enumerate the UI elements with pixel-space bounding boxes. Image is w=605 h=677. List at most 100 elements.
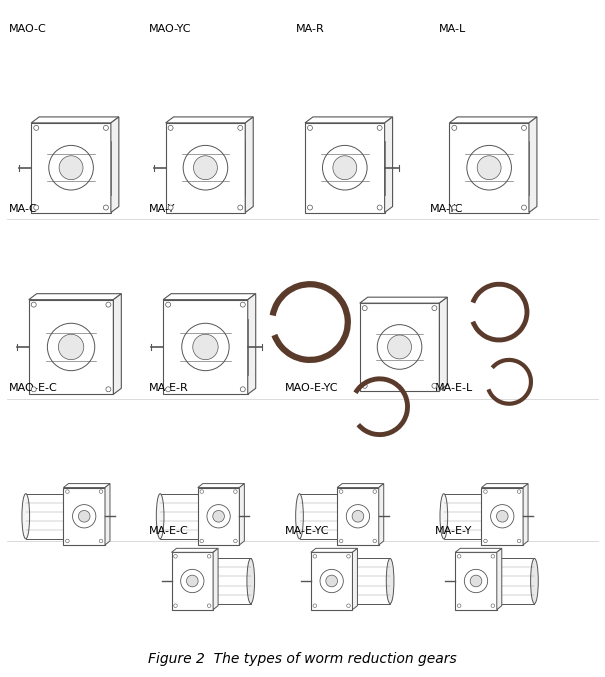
Polygon shape xyxy=(64,483,110,487)
Text: MA-Y: MA-Y xyxy=(149,204,175,213)
Bar xyxy=(200,559,250,604)
Polygon shape xyxy=(497,548,502,610)
Polygon shape xyxy=(450,117,537,123)
Circle shape xyxy=(388,335,411,359)
FancyBboxPatch shape xyxy=(311,552,353,610)
Circle shape xyxy=(362,305,367,311)
Circle shape xyxy=(352,510,364,522)
Bar xyxy=(444,494,495,539)
Polygon shape xyxy=(171,548,218,552)
Circle shape xyxy=(31,387,36,392)
Circle shape xyxy=(483,489,487,494)
Circle shape xyxy=(47,323,95,371)
Ellipse shape xyxy=(386,559,394,604)
Circle shape xyxy=(103,205,108,210)
Text: MA-L: MA-L xyxy=(439,24,466,35)
Circle shape xyxy=(467,146,511,190)
Bar xyxy=(26,494,77,539)
Circle shape xyxy=(373,539,376,543)
Circle shape xyxy=(362,383,367,389)
Circle shape xyxy=(200,539,203,543)
Polygon shape xyxy=(311,548,358,552)
Bar xyxy=(299,494,351,539)
Polygon shape xyxy=(455,548,502,552)
Text: MA-E-YC: MA-E-YC xyxy=(285,526,330,536)
Polygon shape xyxy=(353,548,358,610)
Ellipse shape xyxy=(73,494,81,539)
Circle shape xyxy=(208,604,211,607)
Circle shape xyxy=(234,539,237,543)
Circle shape xyxy=(182,323,229,371)
Circle shape xyxy=(34,205,39,210)
Circle shape xyxy=(79,510,90,522)
Circle shape xyxy=(65,539,69,543)
Circle shape xyxy=(378,325,422,369)
Circle shape xyxy=(322,146,367,190)
Circle shape xyxy=(238,205,243,210)
FancyBboxPatch shape xyxy=(31,123,111,213)
Polygon shape xyxy=(305,117,393,123)
Circle shape xyxy=(347,554,350,558)
FancyBboxPatch shape xyxy=(305,123,385,213)
Circle shape xyxy=(377,125,382,131)
FancyBboxPatch shape xyxy=(337,487,379,545)
Circle shape xyxy=(313,554,316,558)
Circle shape xyxy=(432,305,437,311)
Ellipse shape xyxy=(479,559,487,604)
Text: MA-R: MA-R xyxy=(296,24,325,35)
Circle shape xyxy=(166,387,171,392)
Circle shape xyxy=(213,510,224,522)
Text: MA-YC: MA-YC xyxy=(430,204,463,213)
Polygon shape xyxy=(240,483,244,545)
Circle shape xyxy=(377,205,382,210)
Ellipse shape xyxy=(296,494,303,539)
Ellipse shape xyxy=(208,494,215,539)
Circle shape xyxy=(491,554,495,558)
FancyBboxPatch shape xyxy=(360,303,439,391)
Circle shape xyxy=(347,604,350,607)
Polygon shape xyxy=(523,483,528,545)
Text: MAO-C: MAO-C xyxy=(9,24,47,35)
Bar xyxy=(483,559,534,604)
Circle shape xyxy=(477,156,501,179)
Polygon shape xyxy=(360,297,447,303)
Polygon shape xyxy=(198,483,244,487)
Circle shape xyxy=(452,205,457,210)
FancyBboxPatch shape xyxy=(29,300,113,394)
Text: MA-E-L: MA-E-L xyxy=(434,383,473,393)
Text: MA-E-R: MA-E-R xyxy=(149,383,189,393)
Circle shape xyxy=(457,554,461,558)
FancyBboxPatch shape xyxy=(198,487,240,545)
Circle shape xyxy=(174,604,177,607)
Circle shape xyxy=(457,604,461,607)
Circle shape xyxy=(103,125,108,131)
FancyBboxPatch shape xyxy=(163,300,248,394)
Circle shape xyxy=(326,575,338,587)
Polygon shape xyxy=(482,483,528,487)
Circle shape xyxy=(99,539,103,543)
Ellipse shape xyxy=(440,494,448,539)
Circle shape xyxy=(497,510,508,522)
Text: MAO-E-C: MAO-E-C xyxy=(9,383,58,393)
Polygon shape xyxy=(163,294,256,300)
Circle shape xyxy=(194,156,217,179)
Circle shape xyxy=(240,302,245,307)
Circle shape xyxy=(432,383,437,389)
Circle shape xyxy=(49,146,93,190)
Circle shape xyxy=(174,554,177,558)
Circle shape xyxy=(65,489,69,494)
Circle shape xyxy=(313,604,316,607)
Circle shape xyxy=(517,539,521,543)
Circle shape xyxy=(34,125,39,131)
Polygon shape xyxy=(529,117,537,213)
FancyBboxPatch shape xyxy=(450,123,529,213)
Polygon shape xyxy=(29,294,122,300)
FancyBboxPatch shape xyxy=(166,123,245,213)
Circle shape xyxy=(346,504,370,528)
Polygon shape xyxy=(385,117,393,213)
Polygon shape xyxy=(113,294,122,394)
Text: MA-E-Y: MA-E-Y xyxy=(434,526,472,536)
Polygon shape xyxy=(337,483,384,487)
Circle shape xyxy=(522,205,526,210)
Ellipse shape xyxy=(156,494,164,539)
